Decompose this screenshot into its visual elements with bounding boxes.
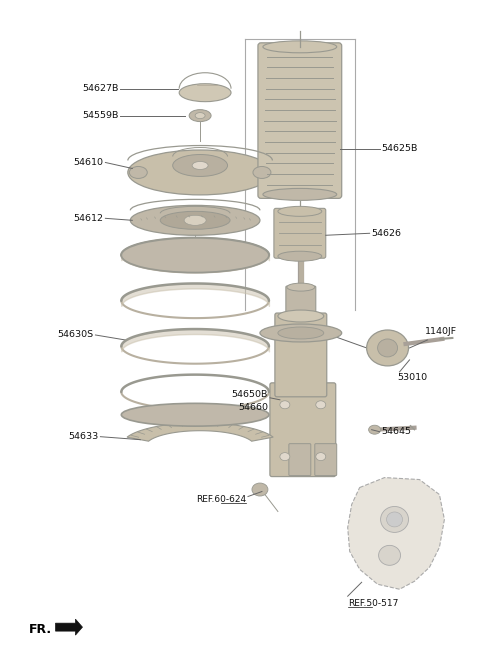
Ellipse shape xyxy=(386,512,403,527)
Ellipse shape xyxy=(160,212,230,229)
Ellipse shape xyxy=(278,310,324,322)
Ellipse shape xyxy=(263,189,336,200)
Ellipse shape xyxy=(260,324,342,342)
Text: 54645: 54645 xyxy=(382,427,411,436)
Polygon shape xyxy=(56,619,83,635)
Text: 54630S: 54630S xyxy=(57,330,94,340)
Text: FR.: FR. xyxy=(29,623,52,635)
FancyBboxPatch shape xyxy=(274,208,326,258)
FancyBboxPatch shape xyxy=(315,443,336,476)
Ellipse shape xyxy=(381,507,408,532)
Text: 54633: 54633 xyxy=(68,432,98,442)
Ellipse shape xyxy=(316,401,326,409)
Ellipse shape xyxy=(184,215,206,225)
Text: 54626: 54626 xyxy=(372,229,402,238)
Text: 54627B: 54627B xyxy=(82,84,119,93)
Ellipse shape xyxy=(173,154,228,177)
FancyBboxPatch shape xyxy=(286,286,316,316)
Ellipse shape xyxy=(128,150,273,195)
Ellipse shape xyxy=(195,112,205,119)
Ellipse shape xyxy=(121,403,269,426)
Ellipse shape xyxy=(316,453,326,461)
Ellipse shape xyxy=(252,483,268,496)
Ellipse shape xyxy=(129,166,147,179)
Polygon shape xyxy=(127,422,273,442)
Ellipse shape xyxy=(278,206,322,216)
Ellipse shape xyxy=(280,453,290,461)
Polygon shape xyxy=(348,478,444,589)
Ellipse shape xyxy=(130,206,260,235)
Ellipse shape xyxy=(253,166,271,179)
Ellipse shape xyxy=(189,110,211,122)
FancyBboxPatch shape xyxy=(275,313,327,397)
Text: 54650B: 54650B xyxy=(231,390,268,399)
Text: REF.60-624: REF.60-624 xyxy=(196,495,246,504)
Ellipse shape xyxy=(369,425,381,434)
Ellipse shape xyxy=(379,545,400,565)
FancyBboxPatch shape xyxy=(289,443,311,476)
Text: 1140JF: 1140JF xyxy=(424,327,456,336)
Ellipse shape xyxy=(367,330,408,366)
Ellipse shape xyxy=(378,339,397,357)
Text: 54612: 54612 xyxy=(73,214,103,223)
FancyBboxPatch shape xyxy=(270,383,336,476)
Ellipse shape xyxy=(278,327,324,339)
Ellipse shape xyxy=(263,41,336,53)
Text: REF.50-517: REF.50-517 xyxy=(348,599,398,608)
Ellipse shape xyxy=(280,401,290,409)
Ellipse shape xyxy=(192,162,208,170)
Text: 53010: 53010 xyxy=(397,373,428,382)
FancyBboxPatch shape xyxy=(258,43,342,198)
Text: 54625B: 54625B xyxy=(382,144,418,153)
Ellipse shape xyxy=(287,283,315,291)
Text: 54559B: 54559B xyxy=(82,111,119,120)
Text: 54610: 54610 xyxy=(73,158,103,167)
Ellipse shape xyxy=(121,238,269,273)
Ellipse shape xyxy=(179,83,231,102)
Text: 54660: 54660 xyxy=(238,403,268,413)
Ellipse shape xyxy=(278,251,322,261)
